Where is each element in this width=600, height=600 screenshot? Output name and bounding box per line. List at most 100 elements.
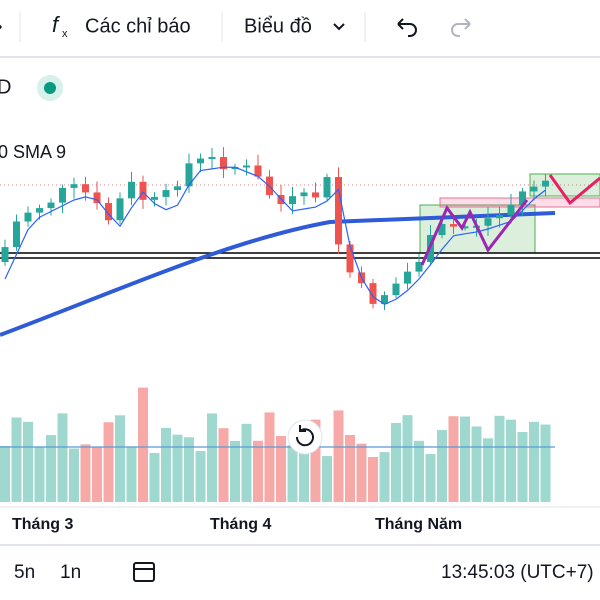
volume-bar xyxy=(517,432,528,502)
volume-bar xyxy=(299,425,309,502)
volume-bar xyxy=(115,415,125,502)
volume-bar xyxy=(310,419,321,502)
candle-body xyxy=(243,165,250,168)
candle-body xyxy=(381,295,388,304)
volume-bar xyxy=(356,443,367,502)
volume-bar xyxy=(218,428,229,502)
clock: 13:45:03 (UTC+7) xyxy=(441,562,594,583)
candle-body xyxy=(24,212,32,222)
range-button[interactable]: 1n xyxy=(60,562,81,583)
volume-bar xyxy=(69,448,79,502)
candle-body xyxy=(36,208,43,213)
candle-body xyxy=(289,196,296,205)
volume-bar xyxy=(172,434,183,502)
volume-bar xyxy=(80,444,91,502)
candle-body xyxy=(496,215,503,219)
candle-body xyxy=(530,186,538,192)
candle-body xyxy=(519,191,526,205)
volume-bar xyxy=(184,437,194,502)
undo-button[interactable] xyxy=(397,18,417,37)
volume-bar xyxy=(448,416,459,502)
redo-button[interactable] xyxy=(451,18,471,37)
symbol: D xyxy=(0,76,11,98)
volume-bar xyxy=(471,426,482,502)
toolbar-cut-icon: › xyxy=(0,15,3,37)
volume-bar xyxy=(345,435,355,502)
candle-body xyxy=(300,192,308,197)
volume-bar xyxy=(494,415,505,502)
candle-body xyxy=(415,261,423,272)
indicator-legend: 0 SMA 9 xyxy=(0,142,66,162)
candle-body xyxy=(392,283,400,296)
candle-body xyxy=(162,190,170,197)
candle-body xyxy=(335,177,342,245)
volume-bar xyxy=(253,440,263,502)
volume-bar xyxy=(506,419,516,502)
volume-bar xyxy=(287,445,298,502)
volume-bar xyxy=(195,451,206,502)
candle-body xyxy=(231,166,239,170)
volume-bar xyxy=(23,421,33,502)
volume-bar xyxy=(11,417,22,502)
volume-bar xyxy=(230,440,240,502)
volume-bar xyxy=(368,456,378,502)
candle-body xyxy=(105,203,112,221)
candle-body xyxy=(197,158,204,164)
pattern-zigzag xyxy=(420,199,529,266)
volume-bar xyxy=(149,452,160,502)
candle-body xyxy=(312,192,319,198)
volume-bar xyxy=(0,446,10,502)
x-axis-label: Tháng 4 xyxy=(210,516,271,533)
candle-body xyxy=(13,221,20,248)
reset-button[interactable] xyxy=(287,419,323,455)
candle-body xyxy=(1,247,9,262)
volume-bar xyxy=(437,429,447,502)
volume-bar xyxy=(57,413,68,502)
candle-body xyxy=(174,186,181,191)
chart-type-button[interactable]: Biểu đồ xyxy=(244,15,312,37)
volume-bar xyxy=(402,415,413,502)
moving-average xyxy=(0,211,556,337)
volume-bar xyxy=(264,412,275,502)
candle-body xyxy=(542,180,549,187)
candle-body xyxy=(461,226,469,229)
volume-bar xyxy=(276,435,286,502)
candle-body xyxy=(151,196,158,200)
volume-bar xyxy=(460,416,470,502)
volume-bar xyxy=(241,423,252,502)
range-button[interactable]: 5n xyxy=(14,562,35,583)
candle-body xyxy=(346,244,354,273)
x-axis-label: Tháng 3 xyxy=(12,516,73,533)
volume-bar xyxy=(161,427,171,502)
candle-body xyxy=(404,271,411,284)
candle-body xyxy=(438,224,446,236)
candle-body xyxy=(208,157,216,160)
indicators-button[interactable]: Các chỉ báo xyxy=(85,15,191,37)
candle-body xyxy=(82,184,89,193)
candle-body xyxy=(369,283,377,304)
volume-bar xyxy=(126,446,137,502)
candle-body xyxy=(450,224,457,227)
calendar-icon[interactable] xyxy=(133,562,155,582)
x-axis-label: Tháng Năm xyxy=(375,516,462,533)
calendar-frame xyxy=(133,562,155,582)
candle-body xyxy=(484,218,492,226)
volume-bar xyxy=(103,422,114,502)
candle-body xyxy=(70,184,78,188)
toolbar: › f x Các chỉ báo Biểu đồ xyxy=(0,12,471,42)
volume-bar xyxy=(207,413,217,502)
volume-bar xyxy=(46,435,56,502)
volume-bar xyxy=(529,421,539,502)
volume-bar xyxy=(92,446,102,502)
volume-bar xyxy=(391,422,401,502)
fx-icon[interactable]: f xyxy=(52,12,61,37)
dropdown-arrow xyxy=(333,23,345,31)
volume-bar xyxy=(379,452,390,502)
volume-bar xyxy=(425,453,436,502)
volume-bar xyxy=(414,440,424,502)
candle-body xyxy=(220,157,227,170)
fx-icon-x: x xyxy=(62,28,68,40)
reset-icon xyxy=(295,425,314,447)
candle-body xyxy=(139,181,147,200)
